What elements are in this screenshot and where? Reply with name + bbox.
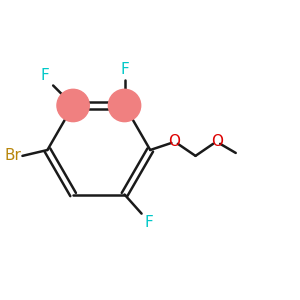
Text: F: F xyxy=(120,62,129,77)
Text: Br: Br xyxy=(4,148,21,164)
Text: F: F xyxy=(41,68,50,83)
Text: O: O xyxy=(168,134,180,149)
Circle shape xyxy=(108,89,141,122)
Text: O: O xyxy=(211,134,223,149)
Circle shape xyxy=(57,89,89,122)
Text: F: F xyxy=(145,215,153,230)
